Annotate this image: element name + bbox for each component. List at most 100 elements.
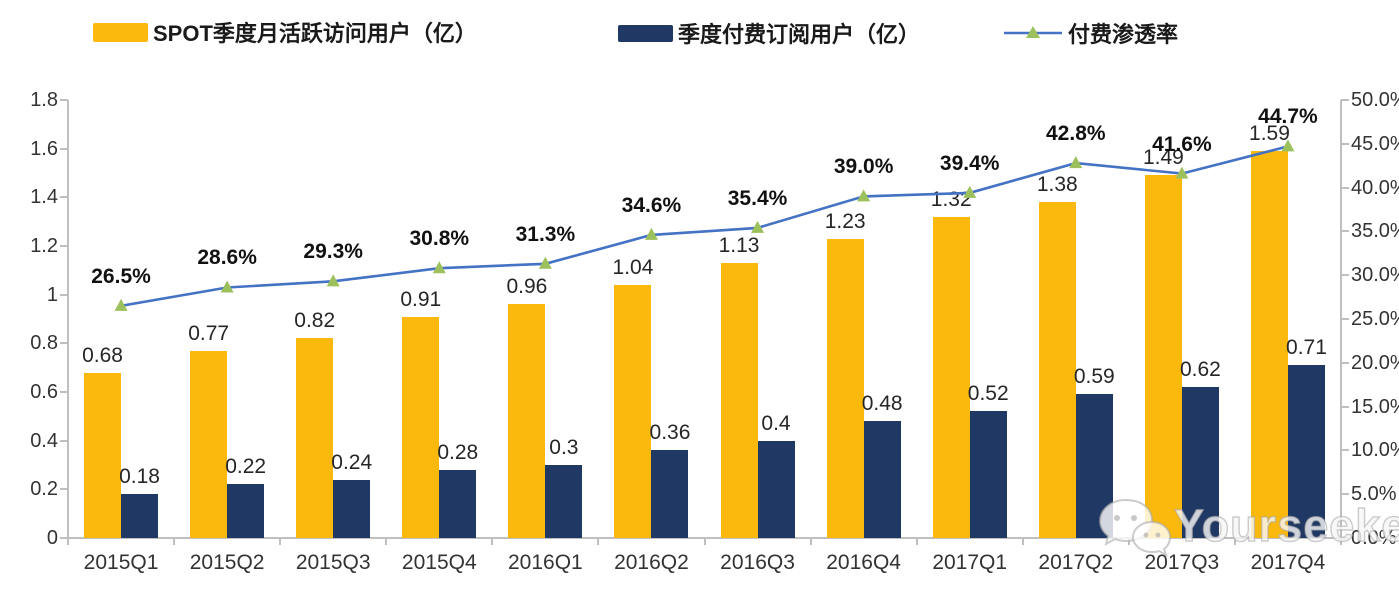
legend-swatch-mau xyxy=(93,22,148,42)
bar-value-label-subscribers: 0.4 xyxy=(761,411,791,435)
x-axis-tick xyxy=(703,538,706,545)
bar-value-label-mau: 1.59 xyxy=(1249,122,1290,146)
bar-subscribers xyxy=(1181,387,1219,538)
bar-value-label-subscribers: 0.3 xyxy=(549,436,579,459)
bar-value-label-subscribers: 0.28 xyxy=(437,440,479,464)
right-axis-tick xyxy=(1341,230,1349,233)
left-axis-tick-label: 0.8 xyxy=(30,332,58,355)
penetration-value-label: 39.0% xyxy=(833,155,894,179)
right-axis-tick-label: 50.0% xyxy=(1351,89,1399,111)
bar-mau xyxy=(614,284,652,538)
left-axis-tick-label: 1.6 xyxy=(30,137,58,160)
right-axis-tick xyxy=(1341,186,1349,189)
bar-value-label-mau: 0.91 xyxy=(400,287,442,311)
bar-value-label-subscribers: 0.62 xyxy=(1179,358,1221,382)
legend-line-marker-icon xyxy=(1004,26,1062,38)
bar-value-label-mau: 0.68 xyxy=(82,343,123,367)
x-axis-category-label: 2015Q1 xyxy=(83,551,159,574)
x-axis-category-label: 2017Q2 xyxy=(1038,551,1114,574)
right-axis-tick-label: 5.0% xyxy=(1351,483,1397,506)
bar-value-label-mau: 0.82 xyxy=(294,309,336,333)
bar-mau xyxy=(296,338,334,538)
bar-value-label-subscribers: 0.71 xyxy=(1286,336,1327,360)
left-axis-tick xyxy=(60,439,68,442)
left-axis-tick xyxy=(60,293,68,296)
bar-subscribers xyxy=(227,484,265,538)
bar-subscribers xyxy=(439,469,477,538)
left-axis-tick xyxy=(60,196,68,199)
left-axis-tick xyxy=(60,342,68,345)
bar-value-label-subscribers: 0.36 xyxy=(649,421,691,445)
right-axis-tick xyxy=(1341,361,1349,364)
bar-mau xyxy=(402,316,440,538)
penetration-value-label: 29.3% xyxy=(303,240,363,264)
bar-value-label-subscribers: 0.52 xyxy=(967,382,1009,406)
triangle-marker-icon xyxy=(220,280,234,293)
bar-value-label-subscribers: 0.48 xyxy=(861,392,903,416)
x-axis-tick xyxy=(1021,538,1024,545)
triangle-marker-icon xyxy=(432,261,446,274)
right-axis-tick xyxy=(1341,405,1349,408)
x-axis-category-label: 2015Q4 xyxy=(401,551,477,574)
penetration-value-label: 35.4% xyxy=(727,186,788,210)
penetration-value-label: 31.3% xyxy=(515,222,576,246)
triangle-marker-icon xyxy=(114,298,128,311)
x-axis-tick xyxy=(385,538,388,545)
x-axis-category-label: 2016Q2 xyxy=(614,551,689,574)
right-axis-tick xyxy=(1341,318,1349,320)
triangle-marker-icon xyxy=(644,227,658,240)
triangle-marker-icon xyxy=(326,274,340,287)
bar-subscribers xyxy=(1075,394,1113,538)
x-axis-category-label: 2016Q4 xyxy=(826,551,901,574)
bar-subscribers xyxy=(121,494,159,538)
x-axis-category-label: 2017Q1 xyxy=(932,551,1008,574)
left-axis-tick-label: 0 xyxy=(46,527,58,549)
bar-value-label-subscribers: 0.18 xyxy=(119,465,160,489)
right-axis-tick-label: 35.0% xyxy=(1351,220,1399,243)
penetration-value-label: 44.7% xyxy=(1258,105,1318,129)
triangle-marker-icon xyxy=(538,256,552,269)
x-axis-tick xyxy=(1127,538,1130,545)
left-axis-tick xyxy=(60,147,68,150)
x-axis-category-label: 2016Q3 xyxy=(720,551,795,574)
bar-mau xyxy=(1144,175,1182,538)
bar-value-label-subscribers: 0.59 xyxy=(1073,365,1115,389)
left-axis-tick-label: 0.6 xyxy=(30,381,58,403)
bar-mau xyxy=(508,304,546,538)
bar-value-label-mau: 0.77 xyxy=(188,321,230,345)
bar-value-label-mau: 1.04 xyxy=(612,255,654,279)
right-axis-tick xyxy=(1341,449,1349,452)
bar-subscribers xyxy=(1287,365,1325,538)
bar-value-label-mau: 0.96 xyxy=(506,275,548,299)
left-axis-tick-label: 0.2 xyxy=(30,478,58,501)
triangle-marker-icon xyxy=(1069,156,1083,169)
left-axis-tick-label: 1.4 xyxy=(30,186,58,209)
bar-subscribers xyxy=(333,479,371,538)
right-axis-tick-label: 15.0% xyxy=(1351,395,1399,418)
bar-value-label-mau: 1.38 xyxy=(1036,173,1078,197)
bar-mau xyxy=(932,216,970,538)
right-axis-tick-label: 25.0% xyxy=(1351,308,1399,330)
left-axis-line xyxy=(67,100,69,538)
legend-item-penetration: 付费渗透率 xyxy=(1003,21,1178,47)
penetration-value-label: 41.6% xyxy=(1152,132,1212,156)
left-axis-tick-label: 1.8 xyxy=(30,89,58,111)
x-axis-tick xyxy=(915,538,918,545)
right-axis-tick-label: 10.0% xyxy=(1351,439,1399,462)
legend-label-subscribers: 季度付费订阅用户（亿） xyxy=(678,22,921,47)
penetration-value-label: 30.8% xyxy=(409,227,470,251)
penetration-value-label: 42.8% xyxy=(1046,122,1106,146)
right-axis-tick xyxy=(1341,274,1349,277)
left-axis-tick-label: 0.4 xyxy=(30,429,58,452)
penetration-line-path xyxy=(120,145,1289,308)
left-axis-tick-label: 1 xyxy=(46,283,58,306)
right-axis-tick-label: 45.0% xyxy=(1351,132,1399,155)
legend-label-penetration: 付费渗透率 xyxy=(1068,22,1179,47)
bar-value-label-mau: 1.13 xyxy=(718,234,760,258)
right-axis-tick xyxy=(1341,142,1349,145)
x-axis-tick xyxy=(279,538,282,545)
right-axis-tick-label: 40.0% xyxy=(1351,176,1399,199)
bar-subscribers xyxy=(545,465,583,538)
penetration-value-label: 34.6% xyxy=(621,193,682,217)
right-axis-tick-label: 20.0% xyxy=(1351,351,1399,374)
